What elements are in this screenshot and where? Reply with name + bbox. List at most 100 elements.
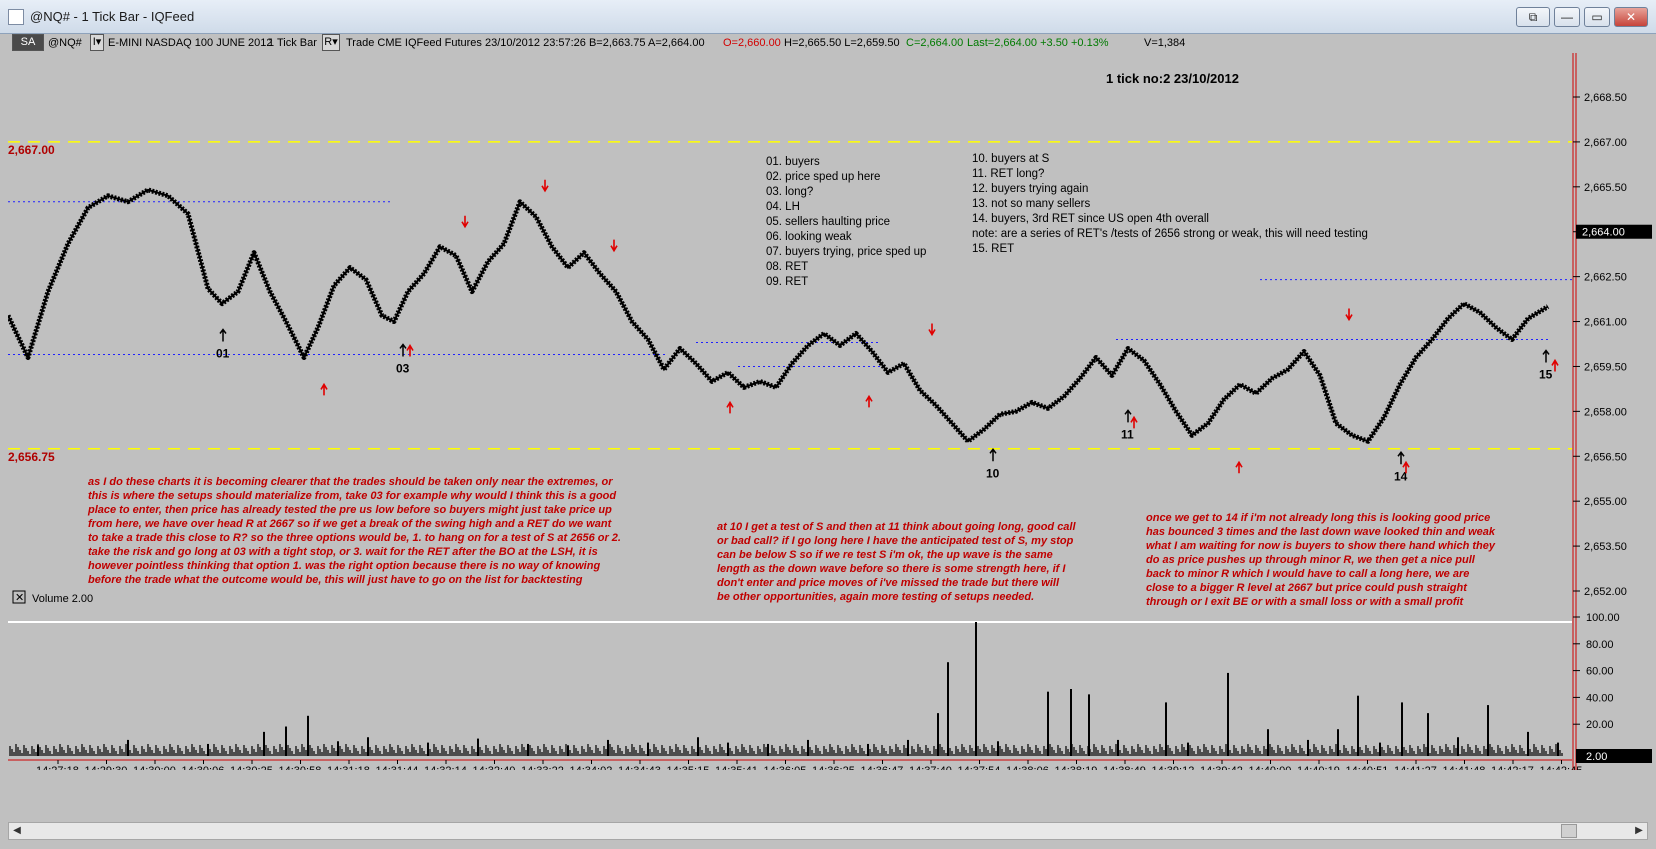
support-level-label: 2,656.75 [8, 450, 55, 464]
time-tick-label: 14:40:00 [1249, 765, 1292, 770]
volume-tick-label: 80.00 [1586, 639, 1614, 651]
note-right-item: 11. RET long? [972, 168, 1044, 180]
price-tick-label: 2,653.50 [1584, 541, 1627, 553]
r-dropdown[interactable]: R▾ [322, 34, 340, 51]
volume-tick-label: 20.00 [1586, 719, 1614, 731]
time-tick-label: 14:31:44 [376, 765, 419, 770]
volume-close-icon [12, 590, 26, 604]
chart-background [8, 53, 1572, 770]
price-tick-label: 2,662.50 [1584, 272, 1627, 284]
comment-text: place to enter, then price has already t… [87, 504, 612, 516]
price-tick-label: 2,661.00 [1584, 317, 1627, 329]
maximize-button[interactable]: ▭ [1584, 7, 1610, 27]
comment-text: as I do these charts it is becoming clea… [88, 476, 613, 488]
note-left-item: 04. LH [766, 201, 800, 213]
time-tick-label: 14:41:48 [1443, 765, 1486, 770]
window-titlebar: @NQ# - 1 Tick Bar - IQFeed ⧉ — ▭ ✕ [0, 0, 1656, 34]
last-volume-label: 2.00 [1586, 751, 1607, 763]
comment-text: can be below S so if we re test S i'm ok… [717, 549, 1053, 561]
time-tick-label: 14:42:45 [1540, 765, 1583, 770]
note-right-item: 15. RET [972, 243, 1014, 255]
red-up-arrow [406, 343, 414, 357]
marker-label: 03 [396, 361, 410, 375]
note-left-item: 06. looking weak [766, 231, 852, 243]
red-down-arrow [461, 215, 469, 229]
comment-text: length as the down wave before so there … [717, 563, 1066, 575]
time-tick-label: 14:33:22 [521, 765, 564, 770]
time-tick-label: 14:34:43 [618, 765, 661, 770]
horizontal-scrollbar[interactable]: ◀ ▶ [8, 822, 1648, 840]
price-tick-label: 2,658.00 [1584, 406, 1627, 418]
time-tick-label: 14:32:14 [424, 765, 467, 770]
close-button[interactable]: ✕ [1614, 7, 1648, 27]
time-tick-label: 14:39:12 [1152, 765, 1195, 770]
note-left-item: 08. RET [766, 261, 808, 273]
comment-text: from here, we have over head R at 2667 s… [88, 518, 613, 530]
comment-text: however pointless thinking that option 1… [88, 560, 600, 572]
time-tick-label: 14:37:40 [909, 765, 952, 770]
price-tick-label: 2,668.50 [1584, 92, 1627, 104]
note-right-item: 13. not so many sellers [972, 198, 1091, 210]
sa-dropdown[interactable]: SA [12, 34, 44, 51]
price-tick-label: 2,652.00 [1584, 586, 1627, 598]
contract-description: E-MINI NASDAQ 100 JUNE 2012 [108, 37, 273, 49]
app-icon [8, 9, 24, 25]
volume-quote: V=1,384 [1144, 37, 1186, 49]
time-tick-label: 14:36:47 [861, 765, 904, 770]
window-title: @NQ# - 1 Tick Bar - IQFeed [30, 9, 195, 24]
comment-text: don't enter and price moves of i've miss… [717, 577, 1060, 589]
price-tick-label: 2,667.00 [1584, 137, 1627, 149]
price-tick-label: 2,665.50 [1584, 182, 1627, 194]
note-left-item: 01. buyers [766, 156, 820, 168]
resistance-level-label: 2,667.00 [8, 143, 55, 157]
red-up-arrow [1235, 460, 1243, 474]
volume-tick-label: 40.00 [1586, 692, 1614, 704]
bar-type-label: 1 Tick Bar [268, 37, 317, 49]
time-tick-label: 14:30:58 [279, 765, 322, 770]
time-tick-label: 14:37:54 [958, 765, 1001, 770]
feed-info: Trade CME IQFeed Futures 23/10/2012 23:5… [346, 37, 705, 49]
time-tick-label: 14:40:19 [1297, 765, 1340, 770]
comment-text: close to a bigger R level at 2667 but pr… [1146, 582, 1468, 594]
time-tick-label: 14:29:30 [85, 765, 128, 770]
red-down-arrow [1345, 308, 1353, 322]
note-right-item: 10. buyers at S [972, 153, 1050, 165]
symbol-label[interactable]: @NQ# [48, 37, 82, 49]
high-low-quote: H=2,665.50 L=2,659.50 [784, 37, 900, 49]
interval-dropdown[interactable]: I▾ [90, 34, 104, 51]
time-tick-label: 14:40:51 [1346, 765, 1389, 770]
time-tick-label: 14:35:41 [715, 765, 758, 770]
minimize-button[interactable]: — [1554, 7, 1580, 27]
scroll-right-icon[interactable]: ▶ [1635, 825, 1643, 836]
time-tick-label: 14:38:49 [1103, 765, 1146, 770]
time-tick-label: 14:30:06 [182, 765, 225, 770]
marker-arrow [1542, 349, 1550, 363]
marker-arrow [219, 328, 227, 342]
volume-close-x: ✕ [15, 592, 24, 604]
note-right-item: note: are a series of RET's /tests of 26… [972, 228, 1368, 240]
time-tick-label: 14:41:27 [1394, 765, 1437, 770]
note-right-item: 12. buyers trying again [972, 183, 1088, 195]
volume-tick-label: 60.00 [1586, 666, 1614, 678]
time-tick-label: 14:27:18 [36, 765, 79, 770]
last-price-box [1576, 224, 1652, 239]
time-tick-label: 14:35:15 [667, 765, 710, 770]
scroll-left-icon[interactable]: ◀ [13, 825, 21, 836]
red-up-arrow [1551, 358, 1559, 372]
last-quote: Last=2,664.00 +3.50 +0.13% [967, 37, 1109, 49]
restore-panel-button[interactable]: ⧉ [1516, 7, 1550, 27]
marker-arrow [989, 448, 997, 462]
marker-arrow [399, 343, 407, 357]
chart-title: 1 tick no:2 23/10/2012 [1106, 71, 1239, 86]
note-right-item: 14. buyers, 3rd RET since US open 4th ov… [972, 213, 1209, 225]
red-down-arrow [928, 323, 936, 337]
scroll-thumb[interactable] [1561, 824, 1577, 838]
chart-svg[interactable]: 2,668.50 2,667.00 2,665.50 2,664.00 2,662.50… [5, 53, 1656, 777]
chart-area[interactable]: 2,668.50 2,667.00 2,665.50 2,664.00 2,662.50… [5, 53, 1656, 777]
note-left-item: 03. long? [766, 186, 813, 198]
time-tick-label: 14:36:25 [812, 765, 855, 770]
price-tick-label: 2,656.50 [1584, 451, 1627, 463]
chart-toolbar: SA @NQ# I▾ E-MINI NASDAQ 100 JUNE 2012 1… [0, 34, 1572, 53]
note-left-item: 07. buyers trying, price sped up [766, 246, 926, 258]
red-up-arrow [865, 394, 873, 408]
